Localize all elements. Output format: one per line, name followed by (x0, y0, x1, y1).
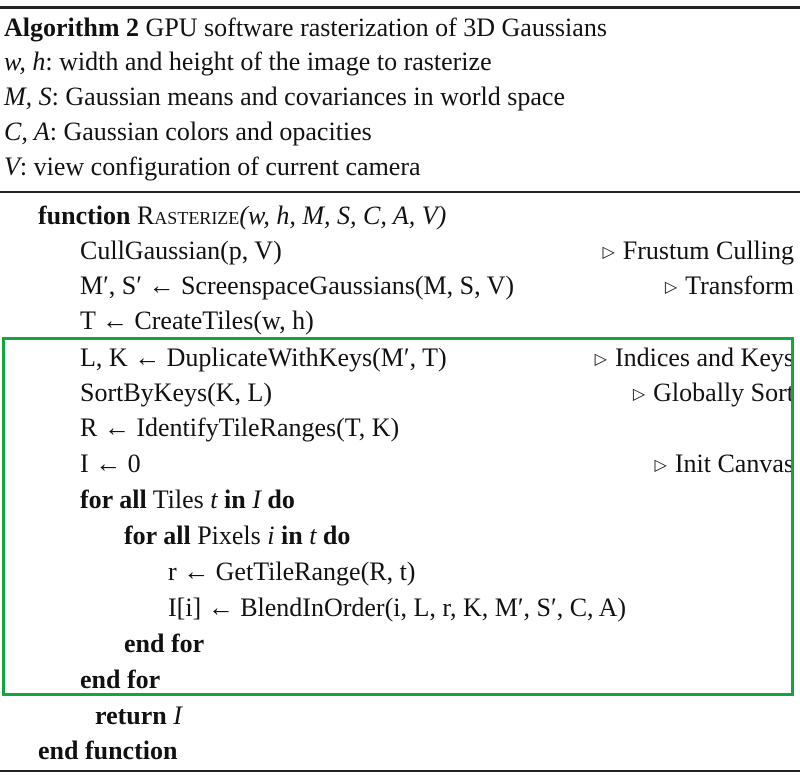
ranges-code: R ← IdentifyTileRanges(T, K) (80, 413, 400, 442)
comment-triangle-icon: ▷ (664, 279, 678, 296)
for-pixels-line: for all Pixels i in t do (124, 521, 351, 550)
comment-triangle-icon: ▷ (654, 457, 667, 474)
function-args: (w, h, M, S, C, A, V) (239, 201, 447, 230)
function-keyword: function (38, 201, 131, 230)
comment: ▷ Indices and Keys (595, 340, 794, 378)
algorithm-title: GPU software rasterization of 3D Gaussia… (145, 13, 607, 42)
code-line: M′, S′ ← ScreenspaceGaussians(M, S, V) ▷… (0, 268, 800, 304)
code-line: I ← 0 ▷ Init Canvas (0, 446, 800, 482)
highlight-box (2, 337, 794, 696)
comment-triangle-icon: ▷ (632, 386, 646, 403)
function-name: Rasterize (136, 201, 240, 230)
comment-triangle-icon: ▷ (594, 351, 607, 368)
algorithm-label: Algorithm 2 (4, 13, 140, 42)
for-tiles-line: for all Tiles t in I do (80, 485, 295, 514)
screenspace-code: M′, S′ ← ScreenspaceGaussians(M, S, V) (80, 271, 515, 300)
comment: ▷ Globally Sort (633, 375, 794, 413)
header-rule (0, 191, 800, 193)
end-for-outer-line: end for (80, 665, 161, 694)
code-line: L, K ← DuplicateWithKeys(M′, T) ▷ Indices… (0, 340, 800, 376)
input-line: w, h: width and height of the image to r… (4, 47, 492, 76)
comment: ▷ Transform (665, 268, 794, 306)
algorithm-caption: Algorithm 2 GPU software rasterization o… (0, 10, 800, 46)
get-range-code: r ← GetTileRange(R, t) (168, 557, 416, 586)
return-keyword: return (95, 701, 167, 730)
top-rule (0, 6, 800, 9)
comment: ▷ Frustum Culling (602, 233, 794, 271)
code-line: SortByKeys(K, L) ▷ Globally Sort (0, 375, 800, 411)
end-function-line: end function (38, 736, 178, 765)
sort-code: SortByKeys(K, L) (80, 378, 273, 407)
duplicate-code: L, K ← DuplicateWithKeys(M′, T) (80, 343, 447, 372)
input-line: C, A: Gaussian colors and opacities (4, 117, 372, 146)
comment: ▷ Init Canvas (655, 446, 794, 484)
code-line: R ← IdentifyTileRanges(T, K) (0, 410, 800, 446)
function-header-line: function Rasterize(w, h, M, S, C, A, V) (0, 198, 800, 234)
return-line: return I (0, 698, 800, 734)
bottom-rule (0, 770, 800, 772)
blend-code: I[i] ← BlendInOrder(i, L, r, K, M′, S′, … (168, 593, 627, 622)
tiles-code: T ← CreateTiles(w, h) (80, 306, 314, 335)
end-for-inner-line: end for (124, 629, 205, 658)
code-line: r ← GetTileRange(R, t) (0, 554, 800, 590)
comment-triangle-icon: ▷ (602, 244, 615, 261)
return-value: I (173, 701, 182, 730)
cull-code: CullGaussian(p, V) (80, 236, 282, 265)
input-line: M, S: Gaussian means and covariances in … (4, 82, 565, 111)
init-code: I ← 0 (80, 449, 141, 478)
code-line: I[i] ← BlendInOrder(i, L, r, K, M′, S′, … (0, 590, 800, 626)
code-line: CullGaussian(p, V) ▷ Frustum Culling (0, 233, 800, 269)
input-line: V: view configuration of current camera (4, 152, 421, 181)
code-line: T ← CreateTiles(w, h) (0, 303, 800, 339)
